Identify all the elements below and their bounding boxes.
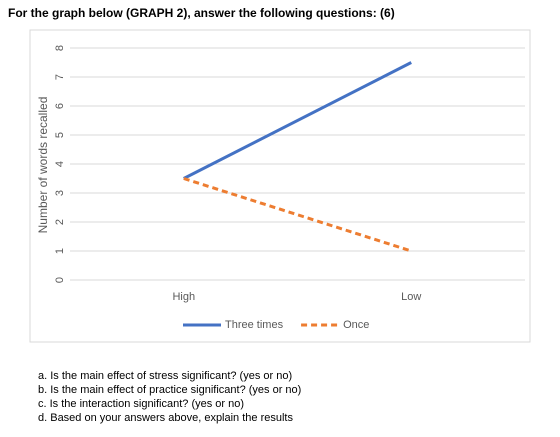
chart-frame bbox=[29, 29, 531, 343]
y-tick-label: 1 bbox=[54, 248, 66, 254]
y-tick-label: 3 bbox=[54, 190, 66, 196]
y-tick-label: 5 bbox=[54, 132, 66, 138]
x-tick-label: High bbox=[172, 291, 195, 303]
series-line bbox=[183, 61, 412, 180]
y-tick-label: 2 bbox=[54, 219, 66, 225]
heading: For the graph below (GRAPH 2), answer th… bbox=[8, 6, 395, 20]
y-tick-label: 6 bbox=[54, 103, 66, 109]
question: c. Is the interaction significant? (yes … bbox=[38, 398, 244, 410]
question: a. Is the main effect of stress signific… bbox=[38, 370, 292, 382]
y-tick-label: 8 bbox=[54, 45, 66, 51]
legend-label: Three times bbox=[225, 319, 284, 331]
y-tick-label: 7 bbox=[54, 74, 66, 80]
question: d. Based on your answers above, explain … bbox=[38, 412, 293, 424]
y-tick-label: 4 bbox=[54, 161, 66, 167]
x-tick-label: Low bbox=[401, 291, 421, 303]
question: b. Is the main effect of practice signif… bbox=[38, 384, 301, 396]
y-axis-title: Number of words recalled bbox=[36, 97, 50, 234]
y-tick-label: 0 bbox=[54, 277, 66, 283]
legend-label: Once bbox=[343, 319, 369, 331]
